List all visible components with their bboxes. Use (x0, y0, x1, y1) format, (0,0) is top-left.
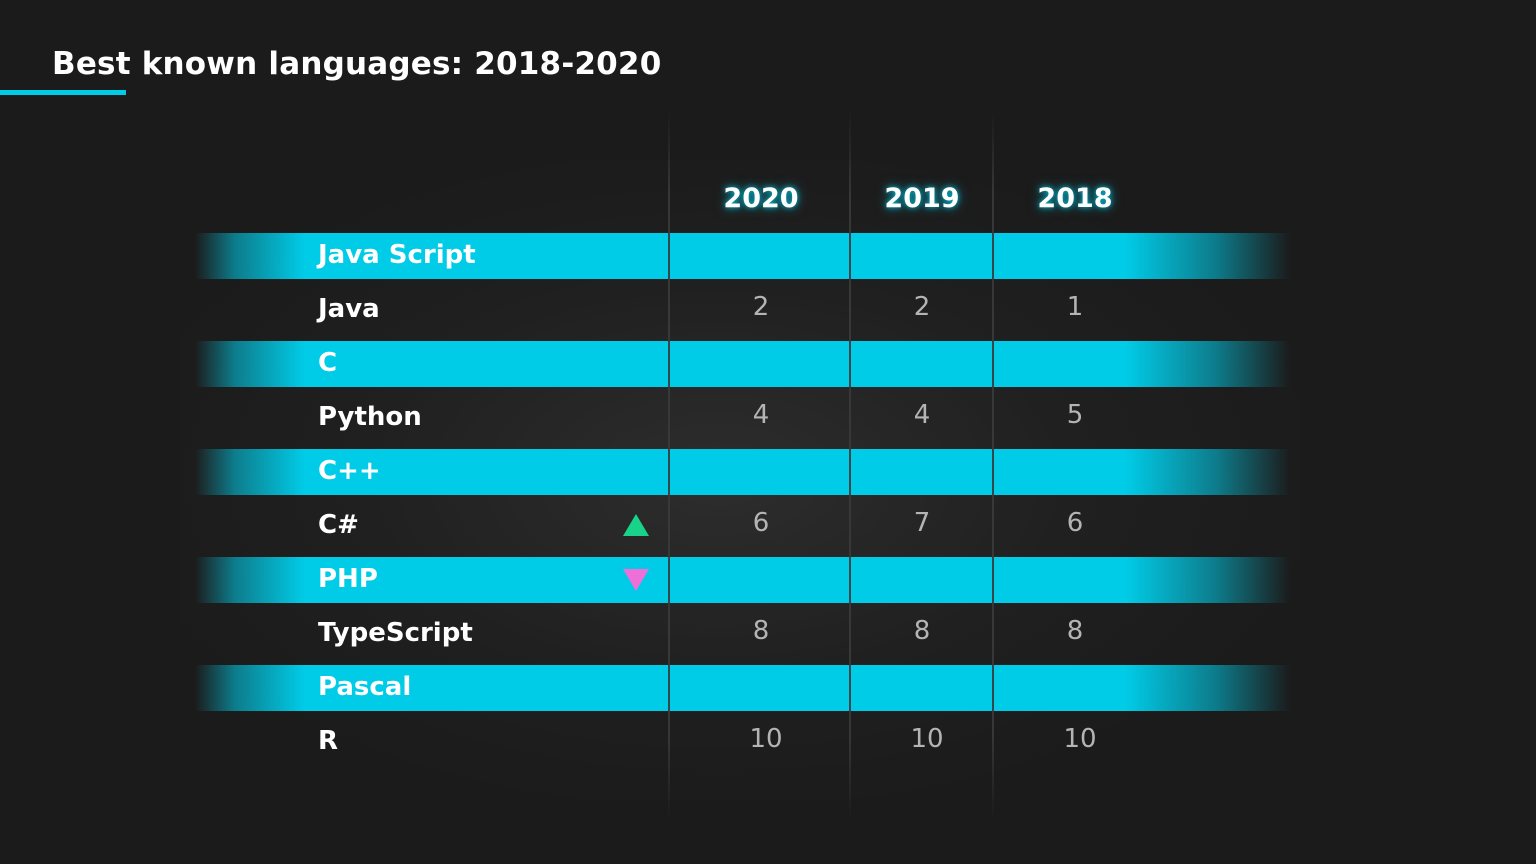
language-label: Java (318, 294, 380, 324)
language-label: Java Script (318, 240, 476, 270)
year-header: 2020 (723, 183, 799, 214)
language-label: Pascal (318, 672, 412, 702)
title-underline (0, 90, 126, 95)
rank-cell: 8 (752, 616, 770, 646)
rank-cell: 1 (1066, 292, 1084, 322)
rank-cell: 2 (913, 292, 931, 322)
highlight-band (195, 557, 1290, 603)
rank-cell: 10 (749, 724, 783, 754)
highlight-band (195, 665, 1290, 711)
language-label: PHP (318, 564, 378, 594)
highlight-band (195, 449, 1290, 495)
rank-cell: 4 (913, 400, 931, 430)
column-divider (668, 110, 670, 820)
rank-cell: 4 (752, 400, 770, 430)
year-header: 2019 (884, 183, 960, 214)
language-label: C# (318, 510, 359, 540)
language-label: C (318, 348, 338, 378)
highlight-band (195, 233, 1290, 279)
page-title: Best known languages: 2018-2020 (52, 46, 662, 82)
language-label: TypeScript (318, 618, 473, 648)
rank-cell: 6 (1066, 508, 1084, 538)
trend-up-icon (623, 514, 649, 536)
trend-down-icon (623, 569, 649, 591)
highlight-band (195, 341, 1290, 387)
rank-cell: 8 (1066, 616, 1084, 646)
rank-cell: 10 (910, 724, 944, 754)
language-label: C++ (318, 456, 381, 486)
rank-cell: 8 (913, 616, 931, 646)
column-divider (992, 110, 994, 820)
column-divider (849, 110, 851, 820)
rank-cell: 10 (1063, 724, 1097, 754)
rank-cell: 2 (752, 292, 770, 322)
rank-cell: 5 (1066, 400, 1084, 430)
language-label: Python (318, 402, 422, 432)
year-header: 2018 (1037, 183, 1113, 214)
rank-cell: 6 (752, 508, 770, 538)
rank-cell: 7 (913, 508, 931, 538)
language-label: R (318, 726, 339, 756)
